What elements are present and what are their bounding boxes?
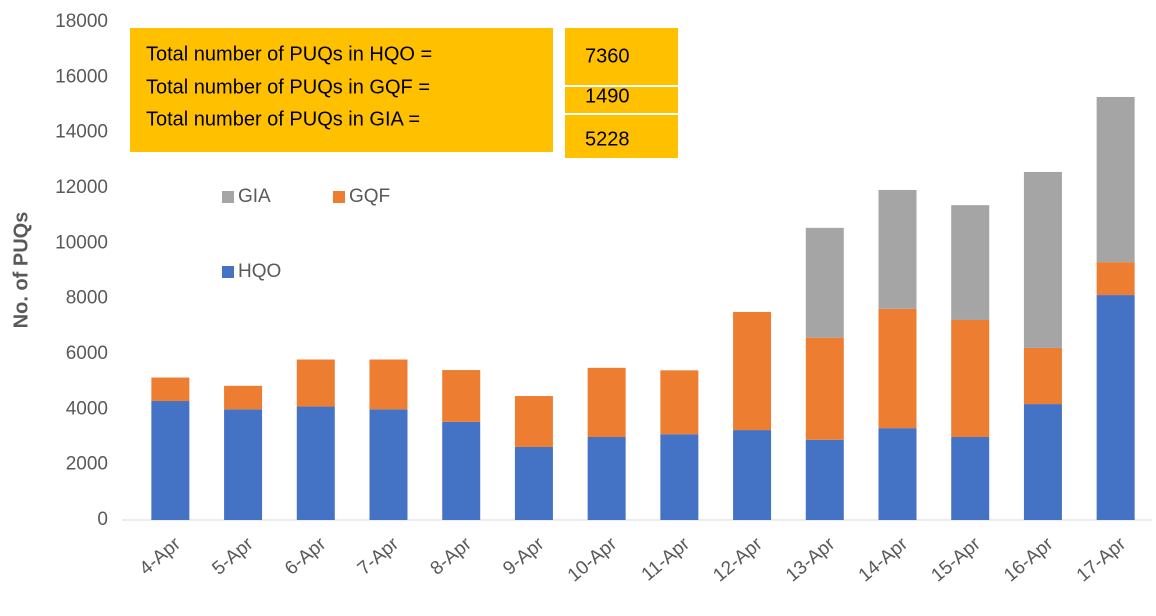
annotation-label: Total number of PUQs in GIA = [146,108,420,130]
annotation-box [565,87,678,113]
x-tick-label: 12-Apr [709,533,767,586]
bar-segment [878,189,917,309]
bar-segment [224,385,263,410]
x-tick-label: 5-Apr [208,533,258,579]
legend-label: HQO [238,261,281,282]
annotation-value: 5228 [585,128,630,150]
bar-segment [296,359,335,407]
annotation-value: 1490 [585,85,630,107]
bar-segment [733,430,772,520]
bar-segment [733,311,772,431]
x-tick-label: 4-Apr [136,533,186,579]
bar-segment [587,437,626,520]
annotation-label: Total number of PUQs in HQO = [146,43,432,65]
y-tick-label: 0 [97,509,108,530]
x-tick-label: 10-Apr [564,533,622,586]
bar-segment [805,337,844,440]
y-tick-label: 4000 [66,398,108,419]
bar-segment [805,439,844,520]
bar-segment [151,377,190,402]
legend-label: GQF [349,186,390,207]
annotation-box [565,115,678,158]
x-tick-label: 7-Apr [354,533,404,579]
bar-segment [514,446,553,520]
legend-swatch [222,266,234,278]
bar-segment [1096,96,1135,263]
bar-segment [878,428,917,520]
y-tick-label: 12000 [55,177,108,198]
bar-segment [442,370,481,422]
annotation-label: Total number of PUQs in GQF = [146,76,430,98]
y-tick-label: 14000 [55,122,108,143]
x-tick-label: 13-Apr [782,533,840,586]
y-tick-label: 6000 [66,343,108,364]
x-tick-label: 17-Apr [1073,533,1131,586]
bar-segment [878,308,917,429]
annotation-value: 7360 [585,45,630,67]
x-tick-label: 8-Apr [427,533,477,579]
legend-label: GIA [238,186,271,207]
y-axis-title: No. of PUQs [10,212,32,329]
y-tick-label: 16000 [55,66,108,87]
bar-segment [1023,347,1062,405]
y-tick-label: 2000 [66,454,108,475]
x-tick-label: 16-Apr [1000,533,1058,586]
bar-segment [1023,171,1062,348]
bar-segment [951,205,990,320]
bar-segment [660,434,699,520]
bar-segment [951,437,990,520]
bar-segment [224,409,263,520]
x-tick-label: 14-Apr [855,533,913,586]
bar-segment [296,406,335,520]
bar-segment [805,227,844,338]
bar-segment [660,370,699,435]
bar-segment [151,401,190,520]
annotation-box [130,28,553,152]
y-tick-label: 18000 [55,11,108,32]
x-tick-label: 15-Apr [927,533,985,586]
bar-segment [1023,404,1062,520]
bar-segment [369,359,408,410]
bar-segment [587,367,626,437]
bar-segment [1096,262,1135,296]
bar-segment [951,319,990,437]
y-tick-label: 10000 [55,232,108,253]
bar-segment [514,396,553,447]
bar-segment [1096,295,1135,520]
bar-segment [369,409,408,520]
x-tick-label: 6-Apr [281,533,331,579]
legend-swatch [222,191,234,203]
x-tick-label: 11-Apr [638,533,695,585]
y-tick-label: 8000 [66,288,108,309]
legend-swatch [333,191,345,203]
bar-segment [442,421,481,520]
annotation-box [565,28,678,85]
x-tick-label: 9-Apr [499,533,549,579]
